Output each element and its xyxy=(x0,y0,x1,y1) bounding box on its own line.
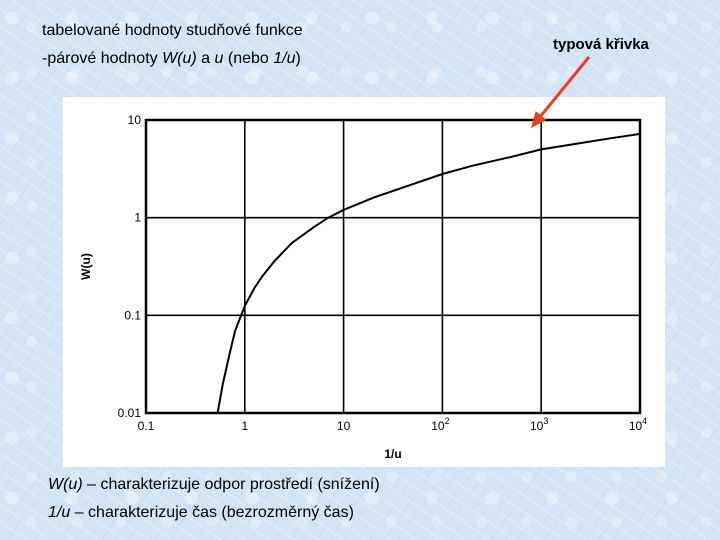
y-tick-labels: 0.01 0.1 1 10 xyxy=(118,113,142,420)
header-line-1: tabelované hodnoty studňové funkce xyxy=(42,22,303,39)
annotation-arrowhead xyxy=(531,111,547,128)
plot-frame xyxy=(144,118,642,415)
y-axis-label: W(u) xyxy=(79,253,93,280)
x-axis-label: 1/u xyxy=(384,447,401,461)
header-line-2: -párové hodnoty W(u) a u (nebo 1/u) xyxy=(42,50,301,67)
y-tick-label: 0.1 xyxy=(124,308,141,322)
note-wu: W(u) – charakterizuje odpor prostředí (s… xyxy=(48,476,380,493)
y-tick-label: 1 xyxy=(134,211,141,225)
annotation-arrow xyxy=(538,56,591,119)
y-tick-label: 10 xyxy=(128,113,142,127)
chart-background xyxy=(63,97,665,467)
x-tick-label: 1 xyxy=(241,419,248,433)
note-time: 1/u – charakterizuje čas (bezrozměrný ča… xyxy=(48,504,354,521)
series-line xyxy=(216,132,641,414)
y-tick-label: 0.01 xyxy=(118,406,142,420)
type-curve-label: typová křivka xyxy=(553,36,649,53)
x-tick-label: 10 xyxy=(337,419,351,433)
x-tick-label: 0.1 xyxy=(138,419,155,433)
